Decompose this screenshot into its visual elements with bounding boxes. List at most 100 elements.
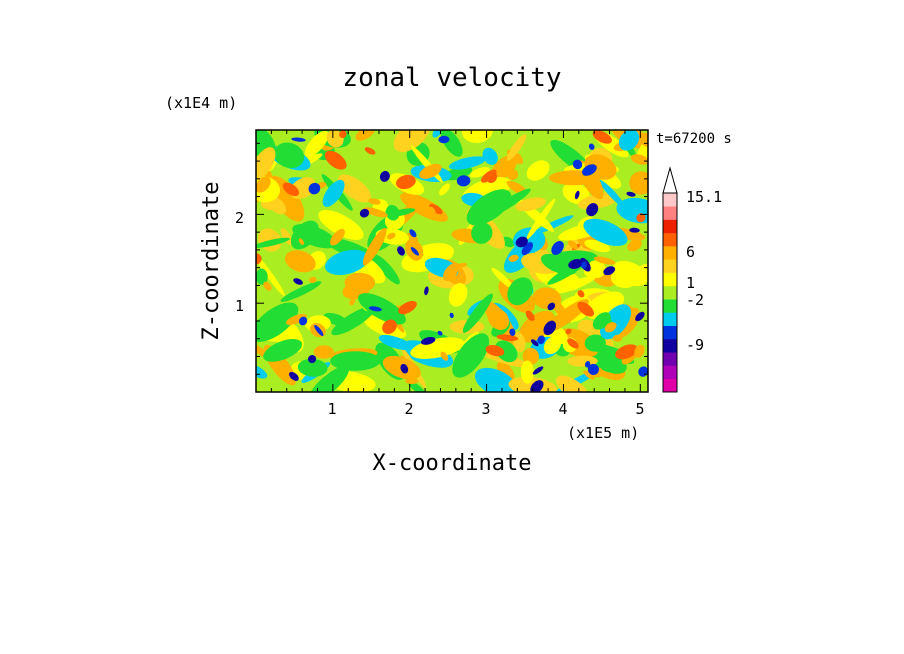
contour-field (256, 130, 648, 392)
colorbar-segment (663, 272, 677, 287)
contour-blob (325, 249, 369, 276)
contour-blob (330, 351, 381, 371)
contour-blob (358, 293, 406, 325)
contour-blob (420, 336, 436, 345)
colorbar-label: 6 (686, 243, 695, 261)
contour-blob (612, 334, 623, 342)
contour-blob (298, 238, 305, 245)
contour-blob (331, 305, 376, 336)
colorbar-segment (663, 365, 677, 380)
contour-blob (521, 242, 533, 256)
contour-blob (556, 375, 590, 392)
contour-blob (284, 250, 316, 273)
contour-blob (627, 239, 642, 252)
contour-blob (256, 268, 268, 285)
contour-blob (615, 344, 638, 360)
contour-blob (586, 203, 599, 217)
contour-blob (308, 354, 317, 364)
contour-blob (565, 328, 572, 335)
contour-blob (509, 328, 516, 336)
contour-blob (501, 236, 515, 248)
contour-blob (532, 366, 544, 375)
contour-blob (410, 247, 419, 256)
contour-blob (440, 351, 449, 361)
contour-blob (572, 159, 583, 170)
contour-blob (551, 241, 564, 255)
contour-blob (577, 301, 594, 317)
contour-blob (574, 190, 580, 200)
contour-blob (593, 256, 616, 265)
contour-blob (568, 259, 583, 269)
contour-blob (395, 174, 416, 190)
contour-blob (635, 311, 645, 322)
contour-blob (604, 322, 617, 333)
contour-blob (324, 150, 347, 170)
contour-blob (543, 336, 562, 355)
contour-blob (469, 166, 490, 178)
colorbar-segment (663, 352, 677, 366)
contour-blob (293, 278, 303, 285)
contour-blob (474, 367, 518, 392)
contour-blob (487, 308, 509, 331)
colorbar-segments (663, 193, 677, 393)
contour-blob (372, 254, 400, 285)
contour-blob (455, 262, 467, 268)
contour-blob (400, 363, 409, 374)
contour-blob (379, 170, 390, 182)
contour-blob (530, 339, 539, 347)
contour-blob (618, 130, 640, 151)
x-axis-label: X-coordinate (373, 451, 532, 476)
contour-blob (449, 312, 454, 319)
contour-blob (491, 267, 515, 290)
contour-blob (586, 260, 606, 279)
contour-blob (409, 229, 417, 238)
colorbar-segment (663, 206, 677, 220)
contour-blob (525, 310, 535, 321)
contour-blob (448, 282, 468, 307)
contour-blob (400, 192, 448, 222)
y-unit-label: (x1E4 m) (165, 94, 237, 112)
field-blobs (256, 130, 648, 392)
contour-blob (429, 203, 443, 215)
colorbar: 15.1 6 1 -2 -9 (662, 166, 722, 393)
contour-blob (603, 266, 616, 276)
contour-blob (526, 160, 550, 181)
contour-blob (581, 261, 587, 269)
x-axis: 1 2 3 4 5 (327, 400, 644, 418)
colorbar-segment (663, 193, 677, 207)
contour-blob (634, 344, 645, 358)
colorbar-label: -9 (686, 336, 704, 354)
y-tick-label: 1 (235, 297, 244, 315)
contour-blob (385, 204, 400, 221)
contour-blob (506, 134, 527, 161)
colorbar-segment (663, 338, 677, 353)
contour-blob (583, 218, 628, 247)
contour-blob (359, 208, 370, 218)
contour-blob (393, 130, 430, 153)
contour-blob (471, 222, 493, 244)
contour-blob (583, 370, 595, 380)
contour-blob (368, 198, 381, 205)
contour-blob (582, 164, 597, 176)
colorbar-frame (662, 192, 678, 393)
contour-blob (448, 156, 486, 170)
contour-blob (577, 290, 585, 298)
contour-blob (263, 281, 272, 291)
colorbar-arrow (662, 166, 678, 194)
contour-blob (285, 313, 307, 325)
contour-blob (304, 130, 329, 158)
x-tick-label: 4 (558, 400, 567, 418)
colorbar-segment (663, 259, 677, 273)
contour-blob (337, 174, 371, 203)
contour-blob (452, 333, 490, 378)
contour-blob (508, 254, 519, 262)
contour-blob (407, 380, 427, 392)
contour-blob (466, 189, 512, 226)
contour-blob (289, 371, 299, 381)
contour-blob (256, 302, 299, 342)
contour-blob (256, 176, 271, 193)
contour-blob (629, 227, 640, 233)
contour-blob (515, 236, 528, 248)
contour-blob (386, 232, 396, 240)
colorbar-segment (663, 378, 677, 393)
